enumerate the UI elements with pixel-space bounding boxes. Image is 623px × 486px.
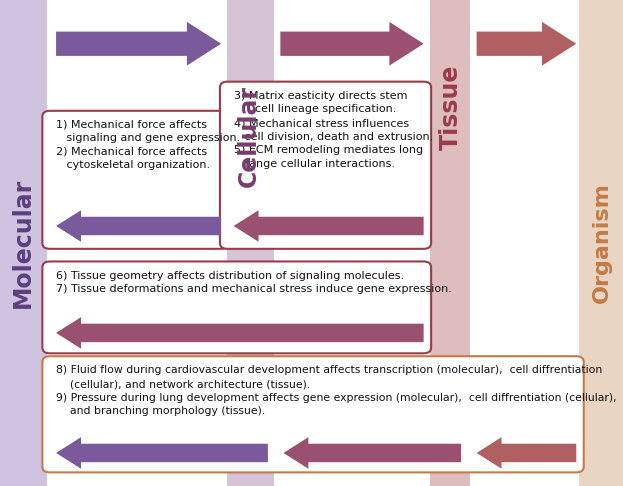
Bar xyxy=(227,0,274,486)
Text: Tissue: Tissue xyxy=(439,64,463,150)
Text: Organism: Organism xyxy=(592,183,612,303)
Text: 8) Fluid flow during cardiovascular development affects transcription (molecular: 8) Fluid flow during cardiovascular deve… xyxy=(56,365,617,417)
Bar xyxy=(0,0,47,486)
Polygon shape xyxy=(283,437,461,469)
Bar xyxy=(579,0,623,486)
Text: 3) Matrix easticity directs stem
      cell lineage specification.
4) Mechanical: 3) Matrix easticity directs stem cell li… xyxy=(234,91,433,169)
Bar xyxy=(430,0,470,486)
Polygon shape xyxy=(477,22,576,66)
Polygon shape xyxy=(477,437,576,469)
Polygon shape xyxy=(280,22,424,66)
Text: 6) Tissue geometry affects distribution of signaling molecules.
7) Tissue deform: 6) Tissue geometry affects distribution … xyxy=(56,271,452,295)
FancyBboxPatch shape xyxy=(42,261,431,353)
FancyBboxPatch shape xyxy=(220,82,431,249)
Polygon shape xyxy=(56,317,424,349)
FancyBboxPatch shape xyxy=(42,356,584,472)
Polygon shape xyxy=(56,437,268,469)
Polygon shape xyxy=(56,22,221,66)
FancyBboxPatch shape xyxy=(42,111,229,249)
Polygon shape xyxy=(234,210,424,242)
Polygon shape xyxy=(56,210,221,242)
Text: 1) Mechanical force affects
   signaling and gene expression.
2) Mechanical forc: 1) Mechanical force affects signaling an… xyxy=(56,119,240,170)
Text: Molecular: Molecular xyxy=(11,178,35,308)
Text: Cellular: Cellular xyxy=(237,85,261,187)
